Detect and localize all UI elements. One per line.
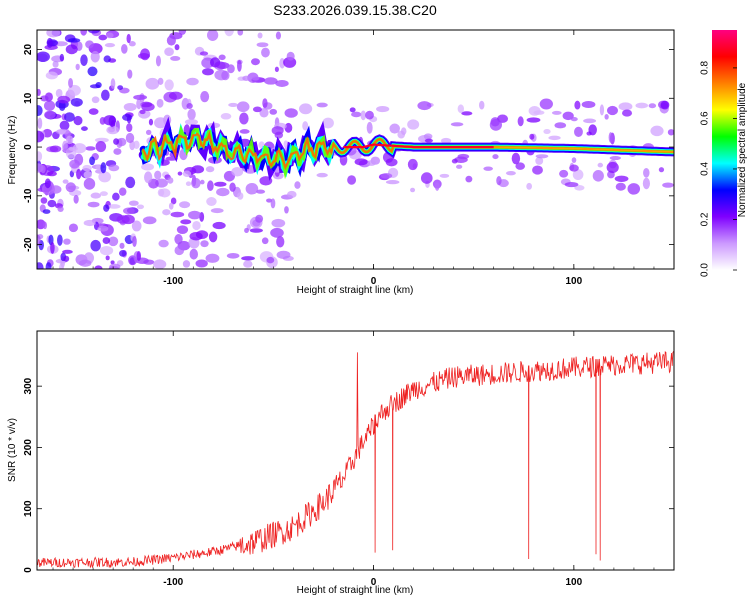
snr-frame: [36, 330, 675, 571]
spectrogram-y-axis-title: Frequency (Hz): [7, 116, 18, 185]
colorbar-title: Normalized spectral amplitude: [737, 82, 748, 217]
spectrogram-ridge: [138, 116, 674, 181]
top-yticks-tick-label-4: -20: [23, 237, 34, 252]
ridge-tail: [493, 146, 674, 153]
snr-x-axis: -100 0 100: [52, 331, 675, 588]
colorbar: 0.0 0.2 0.4 0.6 0.8 Normalized spectral ampl…: [700, 30, 748, 277]
top-xticks-tick-label-0: -100: [163, 276, 183, 287]
top-yticks-tick-label-3: -10: [23, 188, 34, 203]
top-yticks-tick-label-1: 10: [23, 92, 34, 104]
bot-xticks-tick-label-0: -100: [163, 577, 183, 588]
colorbar-tick-label-3: 0.6: [700, 111, 711, 125]
top-xticks-tick-label-1: 0: [371, 276, 377, 287]
snr-x-axis-title: Height of straight line (km): [297, 585, 414, 596]
spectrogram-x-axis: -100 0 100: [52, 30, 675, 287]
snr-series-line: [36, 351, 674, 569]
top-yticks-tick-label-2: 0: [23, 144, 34, 150]
spectrogram-heatmap: [37, 30, 674, 269]
colorbar-tick-label-2: 0.4: [700, 162, 711, 176]
ridge-peak: [343, 143, 494, 149]
bot-xticks-tick-label-1: 0: [371, 577, 377, 588]
top-xticks-tick-label-2: 100: [565, 276, 582, 287]
snr-panel: -100 0 100 0 100 200 300 Height of straight l…: [7, 330, 675, 596]
snr-y-axis-title: SNR (10 * v/v): [7, 418, 18, 482]
bot-yticks-tick-label-1: 100: [23, 500, 34, 517]
spectrogram-y-axis: 20 10 0 -10 -20: [23, 44, 674, 252]
bot-xticks-tick-label-2: 100: [565, 577, 582, 588]
spectrogram-x-axis-title: Height of straight line (km): [297, 285, 414, 296]
bot-yticks-tick-label-3: 300: [23, 377, 34, 394]
heatmap-cells: [37, 30, 674, 269]
top-yticks-tick-label-0: 20: [23, 44, 34, 56]
snr-y-axis: 0 100 200 300: [23, 377, 674, 573]
spectrogram-frame: [36, 29, 675, 270]
colorbar-gradient: [712, 30, 737, 270]
colorbar-ticks: 0.0 0.2 0.4 0.6 0.8: [700, 61, 737, 277]
colorbar-tick-label-0: 0.0: [700, 263, 711, 277]
bot-yticks-tick-label-0: 0: [23, 567, 34, 573]
colorbar-tick-label-4: 0.8: [700, 61, 711, 75]
chart-title: S233.2026.039.15.38.C20: [273, 2, 437, 18]
bot-yticks-tick-label-2: 200: [23, 439, 34, 456]
colorbar-tick-label-1: 0.2: [700, 212, 711, 226]
